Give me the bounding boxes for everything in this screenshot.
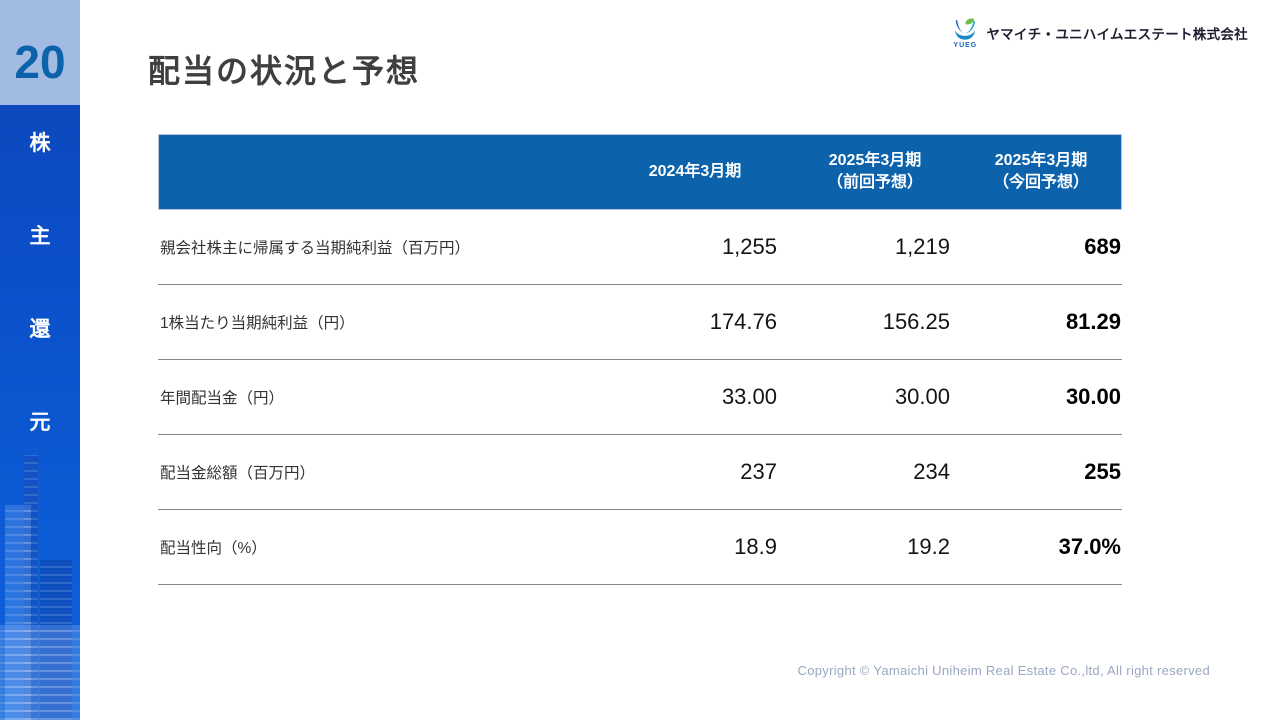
copyright-notice: Copyright © Yamaichi Uniheim Real Estate… — [797, 663, 1210, 678]
table-header-current-forecast: 2025年3月期 （今回予想） — [961, 135, 1121, 209]
row-label: 配当金総額（百万円） — [160, 465, 316, 482]
cell-prev-forecast: 30.00 — [894, 384, 950, 409]
column-label: （前回予想） — [826, 174, 923, 191]
table-header-empty — [159, 135, 601, 209]
cell-fy2024: 33.00 — [721, 384, 777, 409]
company-logo-icon — [955, 18, 976, 40]
cell-prev-forecast: 1,219 — [894, 234, 950, 259]
cell-fy2024: 18.9 — [734, 534, 777, 559]
column-label: 2025年3月期 — [828, 152, 922, 170]
cell-fy2024: 174.76 — [709, 309, 777, 334]
section-char: 主 — [29, 225, 51, 248]
section-char: 還 — [29, 318, 51, 341]
cell-prev-forecast: 156.25 — [882, 309, 950, 334]
page-title: 配当の状況と予想 — [148, 53, 421, 89]
company-name: ヤマイチ・ユニハイムエステート株式会社 — [986, 27, 1248, 42]
row-label: 親会社株主に帰属する当期純利益（百万円） — [160, 240, 471, 257]
section-label-vertical: 株 主 還 元 — [0, 127, 80, 436]
row-label: 1株当たり当期純利益（円） — [160, 315, 355, 332]
section-char: 株 — [29, 132, 51, 155]
sidebar: 20 株 主 還 元 — [0, 0, 80, 720]
cell-current-forecast: 689 — [1084, 234, 1121, 259]
cell-current-forecast: 30.00 — [1065, 384, 1121, 409]
city-photo — [0, 390, 80, 720]
page-number-box: 20 — [0, 0, 80, 105]
building-shape — [0, 625, 80, 720]
page-number: 20 — [14, 35, 66, 88]
logo-acronym-text: YUEG — [953, 42, 978, 49]
company-logo: YUEG ヤマイチ・ユニハイムエステート株式会社 — [951, 17, 1248, 49]
building-shape — [24, 455, 38, 720]
cell-current-forecast: 81.29 — [1065, 309, 1121, 334]
building-shape — [5, 505, 31, 720]
table-row: 配当性向（%） 18.9 19.2 37.0% — [158, 510, 1122, 585]
cell-prev-forecast: 19.2 — [907, 534, 950, 559]
cell-fy2024: 237 — [740, 459, 777, 484]
table-row: 配当金総額（百万円） 237 234 255 — [158, 435, 1122, 510]
table-row: 年間配当金（円） 33.00 30.00 30.00 — [158, 360, 1122, 435]
table-header-prev-forecast: 2025年3月期 （前回予想） — [789, 135, 961, 209]
row-label: 年間配当金（円） — [160, 390, 285, 407]
section-char: 元 — [29, 411, 51, 434]
cell-fy2024: 1,255 — [721, 234, 777, 259]
column-label: 2025年3月期 — [994, 152, 1088, 170]
column-label: 2024年3月期 — [648, 163, 742, 181]
table-row: 1株当たり当期純利益（円） 174.76 156.25 81.29 — [158, 285, 1122, 360]
table-header-fy2024: 2024年3月期 — [601, 135, 789, 209]
table-row: 親会社株主に帰属する当期純利益（百万円） 1,255 1,219 689 — [158, 210, 1122, 285]
column-label: （今回予想） — [992, 174, 1089, 191]
cell-current-forecast: 255 — [1084, 459, 1121, 484]
company-logo-mark: YUEG — [951, 17, 979, 49]
cell-prev-forecast: 234 — [913, 459, 950, 484]
building-shape — [40, 560, 72, 720]
row-label: 配当性向（%） — [160, 540, 267, 557]
dividend-table: 2024年3月期 2025年3月期 （前回予想） 2025年3月期 （今回予想）… — [158, 134, 1122, 585]
cell-current-forecast: 37.0% — [1058, 534, 1121, 559]
table-header-row: 2024年3月期 2025年3月期 （前回予想） 2025年3月期 （今回予想） — [158, 134, 1122, 210]
